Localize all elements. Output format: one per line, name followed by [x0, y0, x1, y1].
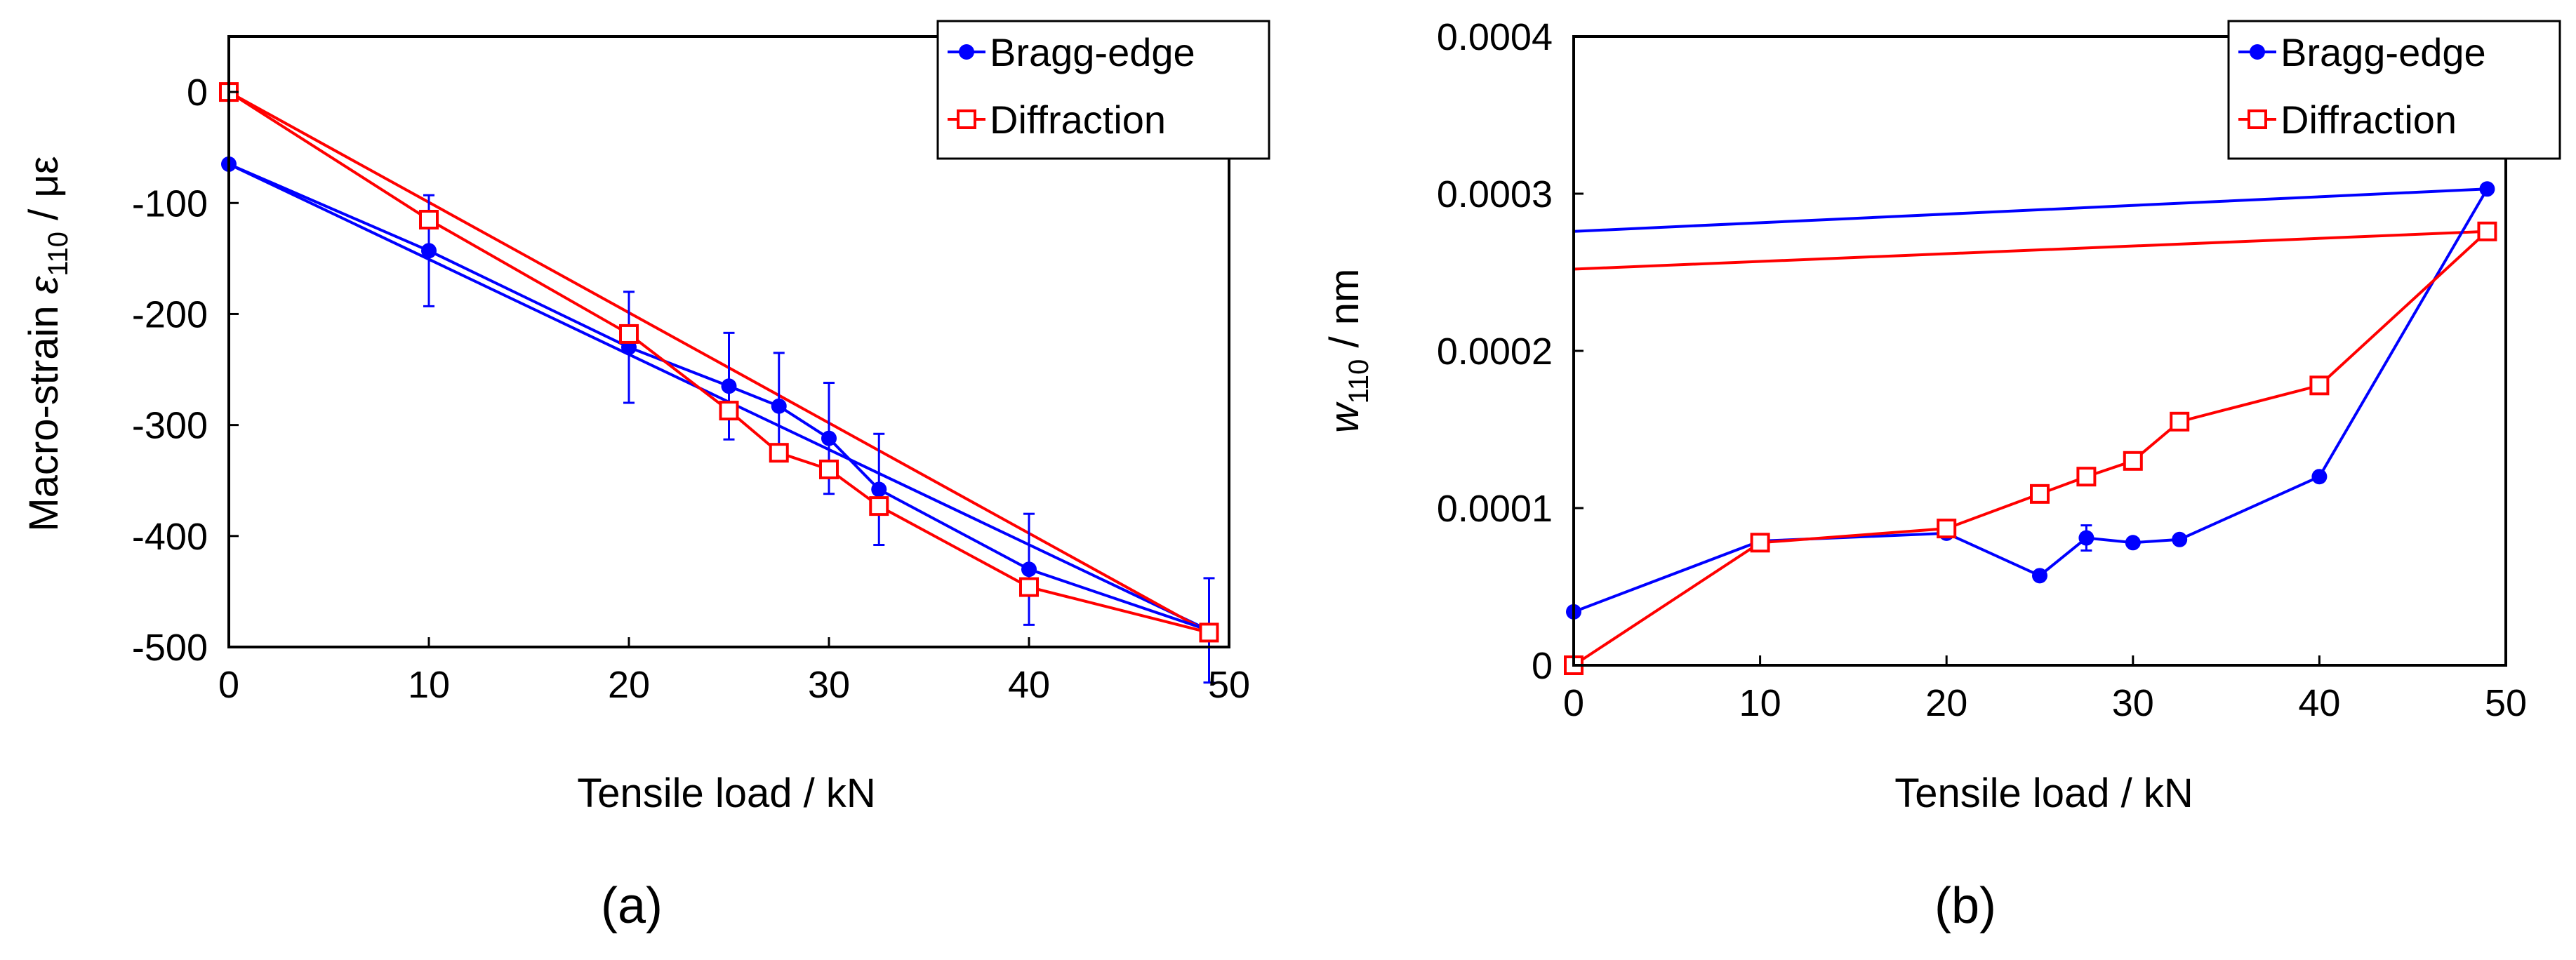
data-point-diffraction	[2477, 221, 2497, 241]
legend-label-bragg-edge: Bragg-edge	[990, 30, 1195, 74]
series-line-diffraction	[1572, 230, 2488, 667]
y-axis-label-suffix: / με	[21, 156, 67, 232]
data-point-diffraction	[769, 443, 789, 463]
y-tick-label: -500	[132, 627, 208, 669]
x-tick-label: 0	[1563, 682, 1584, 724]
chart-panel-b: 0 10 20 30 40 50 0 0.0001 0.0002 0.0003 0.0004 Ten…	[1322, 16, 2561, 934]
legend-marker-bragg-edge	[2250, 44, 2265, 60]
data-point-bragg-edge	[2078, 530, 2094, 546]
y-tick-label: 0.0001	[1437, 488, 1553, 530]
legend-label-diffraction: Diffraction	[2280, 98, 2457, 142]
y-axis-label-subscript: 110	[43, 232, 74, 276]
x-axis-label: Tensile load / kN	[577, 771, 876, 816]
y-axis-label: w110 / nm	[1322, 269, 1374, 434]
panel-label-a: (a)	[601, 878, 663, 934]
y-axis-label-symbol: ε	[21, 275, 67, 294]
data-point-bragg-edge	[871, 481, 887, 498]
legend-label-bragg-edge: Bragg-edge	[2280, 30, 2486, 74]
x-tick-label: 20	[608, 664, 650, 706]
x-tick-label: 10	[408, 664, 450, 706]
data-point-bragg-edge	[2479, 181, 2495, 197]
data-point-bragg-edge	[1021, 561, 1037, 578]
fit-line-diffraction	[228, 91, 1210, 634]
legend-marker-bragg-edge	[959, 44, 974, 60]
x-tick-label: 40	[2298, 682, 2340, 724]
x-tick-label: 50	[1208, 664, 1250, 706]
series-line-bragg-edge	[1573, 188, 2489, 613]
data-point-diffraction	[1199, 622, 1219, 643]
data-point-diffraction	[2030, 484, 2050, 504]
y-axis-label-symbol: w	[1322, 401, 1367, 433]
x-axis-label: Tensile load / kN	[1894, 771, 2193, 816]
x-tick-label: 20	[1925, 682, 1967, 724]
x-tick-label: 10	[1739, 682, 1781, 724]
panel-label-b: (b)	[1934, 878, 1996, 934]
data-point-bragg-edge	[2032, 568, 2047, 584]
data-point-diffraction	[2076, 467, 2097, 487]
y-axis-label: Macro-strain ε110 / με	[21, 156, 74, 531]
data-point-diffraction	[1937, 519, 1957, 539]
data-point-diffraction	[419, 210, 439, 229]
data-point-diffraction	[1019, 577, 1039, 597]
data-point-diffraction	[2170, 411, 2190, 432]
x-tick-label: 50	[2485, 682, 2527, 724]
data-point-bragg-edge	[821, 430, 837, 446]
y-axis-label-prefix: Macro-strain	[21, 294, 67, 531]
x-tick-label: 30	[808, 664, 850, 706]
legend-marker-diffraction	[957, 109, 976, 129]
y-axis-label-subscript: 110	[1343, 359, 1374, 404]
y-tick-label: 0	[1532, 645, 1553, 687]
y-tick-label: -300	[132, 405, 208, 447]
data-point-diffraction	[2309, 375, 2330, 396]
x-tick-label: 0	[218, 664, 239, 706]
chart-panel-a: 0 10 20 30 40 50 0 -100 -200 -300 -400 -500 Tensile…	[21, 20, 1270, 934]
y-tick-label: -400	[132, 516, 208, 558]
fit-line-diffraction	[1573, 229, 2488, 271]
y-tick-label: 0.0002	[1437, 331, 1553, 373]
y-tick-label: -100	[132, 182, 208, 225]
plot-area-frame	[227, 35, 1230, 648]
data-point-diffraction	[719, 401, 739, 421]
data-point-bragg-edge	[2172, 531, 2188, 547]
data-point-bragg-edge	[721, 378, 737, 394]
data-point-bragg-edge	[771, 398, 787, 414]
data-point-bragg-edge	[2125, 535, 2141, 551]
y-tick-label: 0.0004	[1437, 16, 1553, 58]
x-tick-label: 40	[1008, 664, 1050, 706]
legend-marker-diffraction	[2248, 109, 2267, 129]
data-point-diffraction	[869, 496, 889, 516]
legend-box	[2227, 20, 2561, 160]
legend: Bragg-edge Diffraction	[2227, 20, 2561, 160]
y-axis-label-suffix: / nm	[1322, 269, 1367, 359]
legend-box	[936, 20, 1270, 160]
fit-line-bragg-edge	[1573, 187, 2488, 233]
legend-label-diffraction: Diffraction	[990, 98, 1166, 142]
data-point-diffraction	[1750, 533, 1770, 553]
data-point-diffraction	[619, 324, 639, 344]
legend: Bragg-edge Diffraction	[936, 20, 1270, 160]
x-tick-label: 30	[2112, 682, 2154, 724]
y-tick-label: 0.0003	[1437, 173, 1553, 215]
data-point-diffraction	[2123, 451, 2143, 471]
data-point-bragg-edge	[421, 243, 437, 259]
y-tick-label: 0	[187, 72, 208, 114]
fit-line-bragg-edge	[228, 163, 1210, 632]
data-point-bragg-edge	[2311, 469, 2328, 485]
y-tick-label: -200	[132, 293, 208, 335]
data-point-diffraction	[819, 459, 839, 479]
